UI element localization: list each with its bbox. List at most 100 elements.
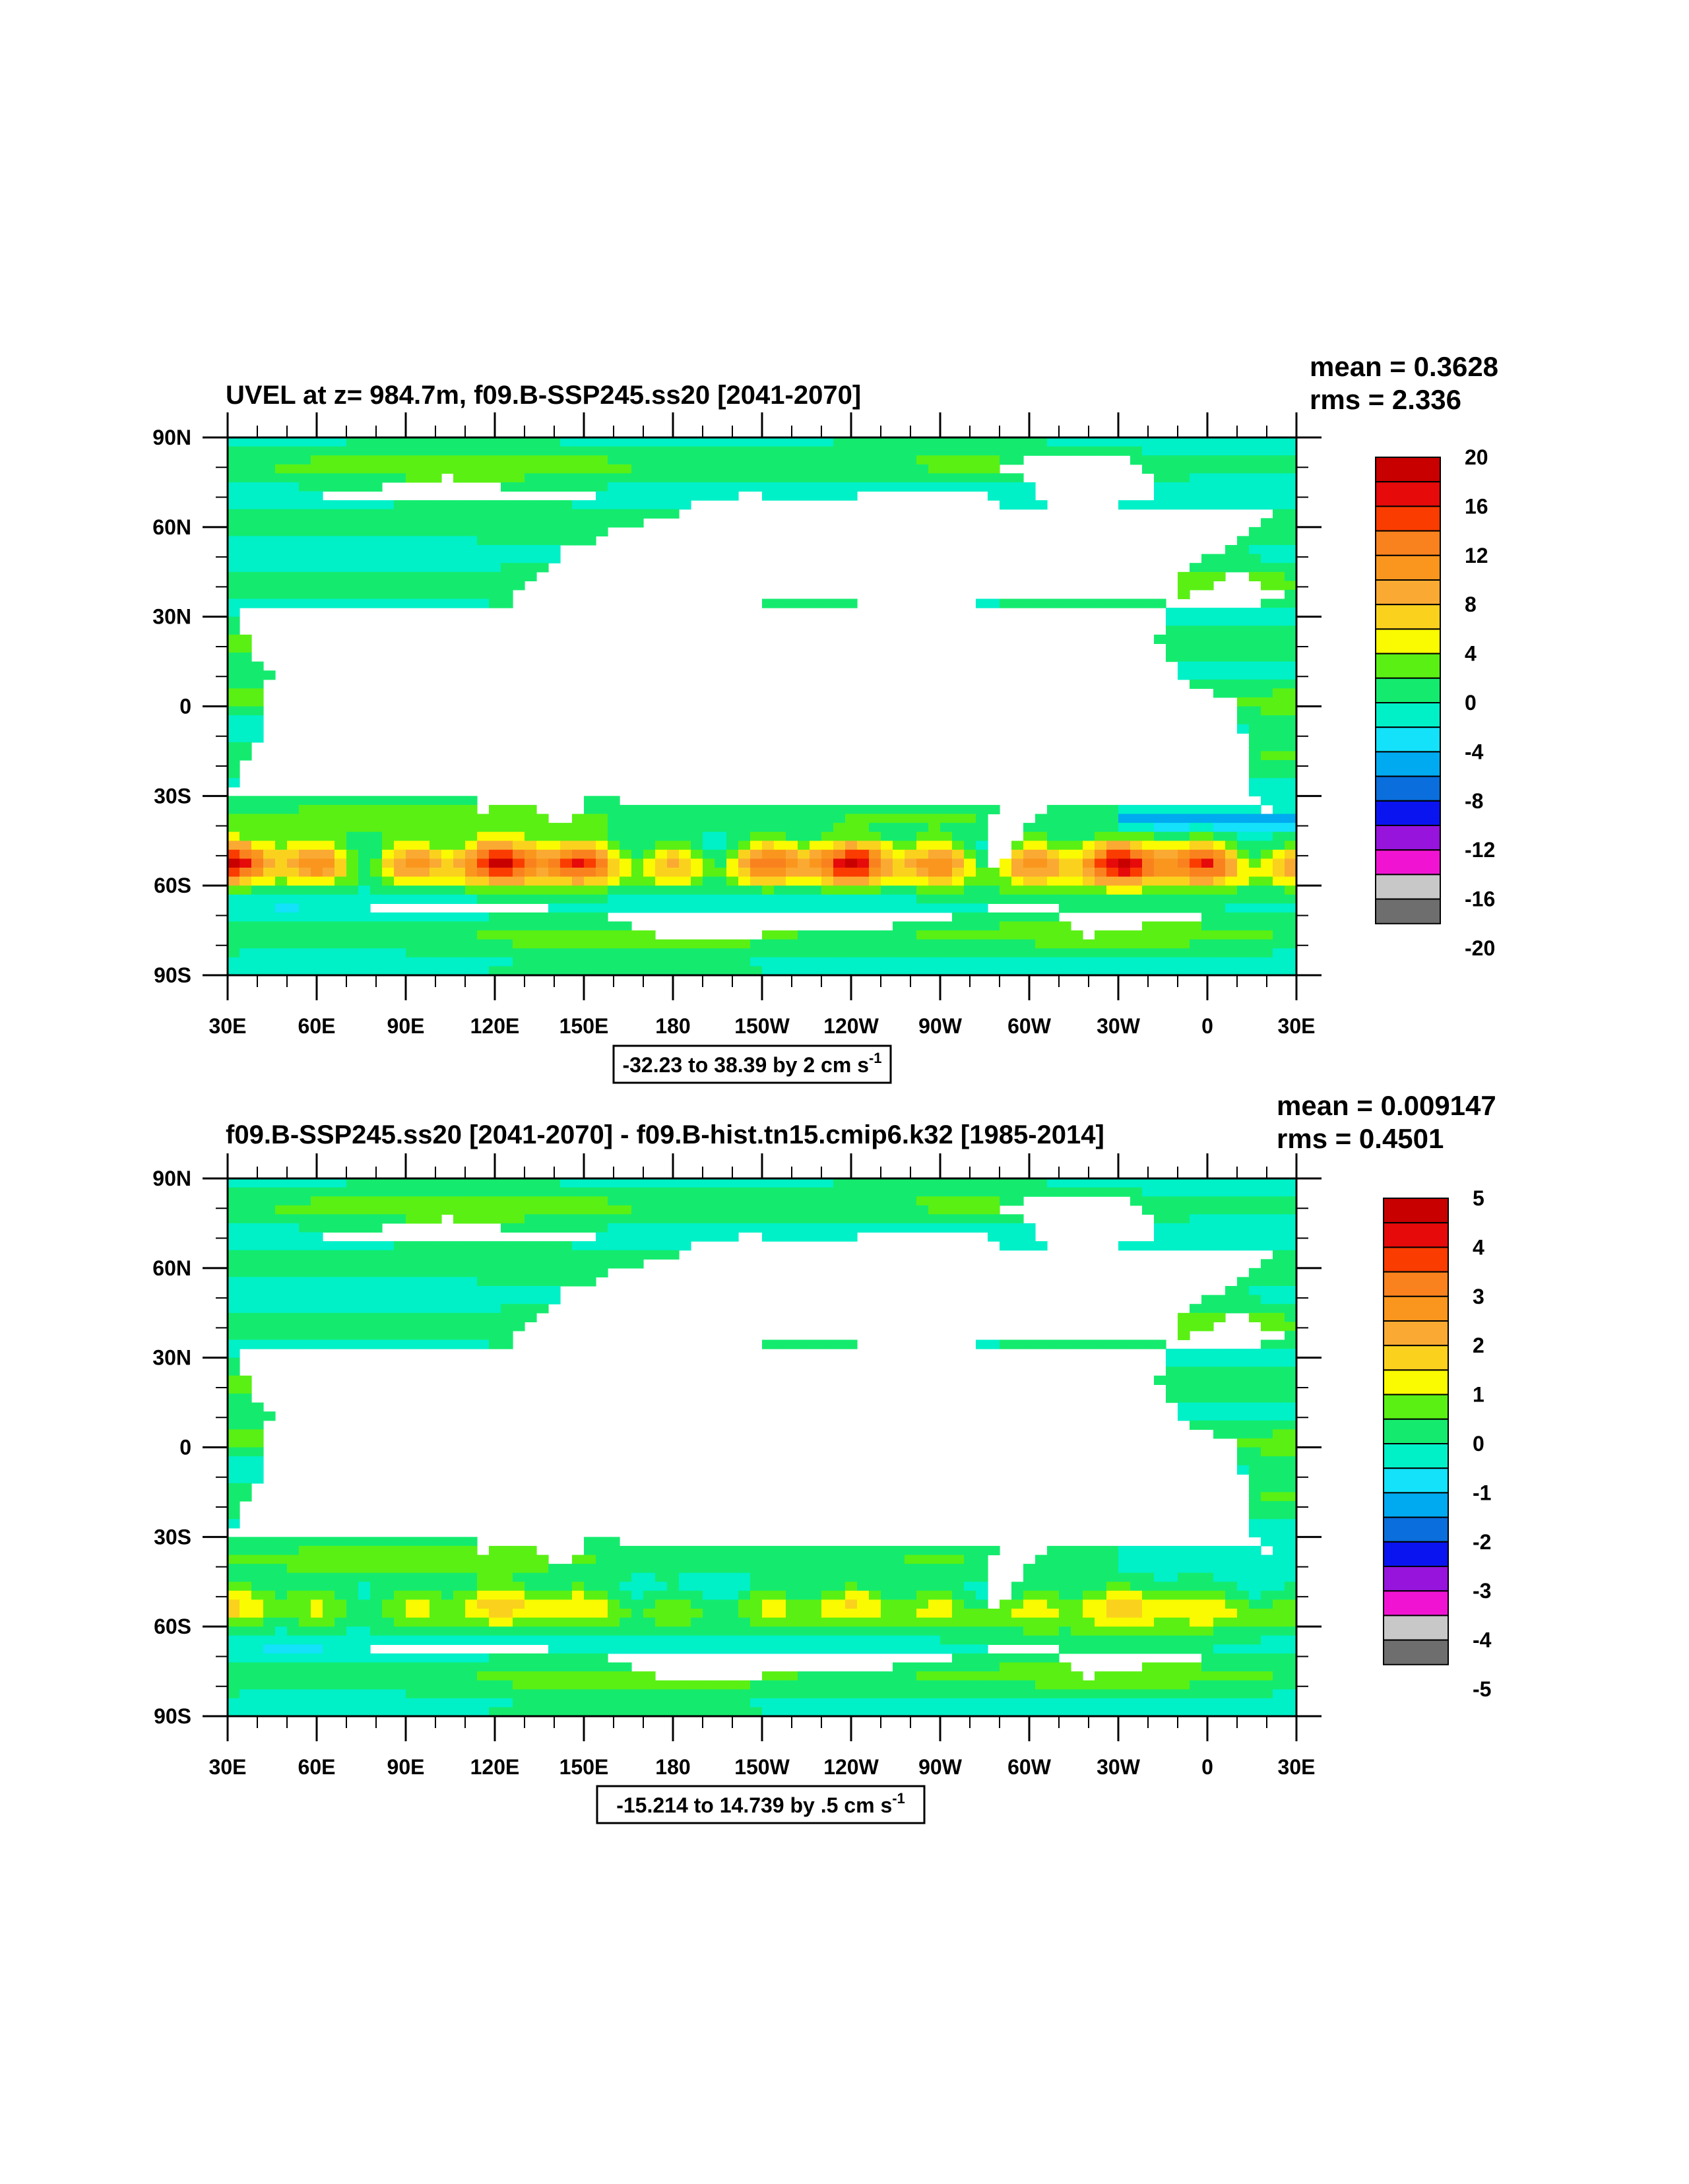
field-cell bbox=[1225, 1394, 1238, 1403]
field-cell bbox=[1142, 1609, 1155, 1619]
field-cell bbox=[940, 1582, 953, 1591]
field-cell bbox=[857, 1635, 870, 1645]
field-cell bbox=[1273, 921, 1285, 931]
field-cell bbox=[869, 1564, 881, 1574]
field-cell bbox=[572, 1590, 585, 1600]
field-cell bbox=[821, 885, 834, 895]
field-cell bbox=[667, 841, 680, 851]
field-cell bbox=[275, 894, 288, 904]
field-cell bbox=[394, 536, 406, 546]
field-cell bbox=[1071, 966, 1083, 975]
lon-tick-label: 180 bbox=[655, 1014, 690, 1038]
field-cell bbox=[952, 804, 965, 815]
field-cell bbox=[441, 912, 454, 922]
field-cell bbox=[703, 939, 715, 949]
field-cell bbox=[536, 921, 549, 931]
field-cell bbox=[1273, 581, 1285, 591]
field-cell bbox=[1261, 634, 1273, 644]
field-cell bbox=[287, 1339, 300, 1349]
field-cell bbox=[928, 464, 941, 474]
field-cell bbox=[1000, 473, 1012, 483]
field-cell bbox=[228, 1304, 240, 1314]
field-cell bbox=[323, 1241, 335, 1251]
field-cell bbox=[703, 455, 715, 465]
field-cell bbox=[358, 885, 371, 895]
field-cell bbox=[1261, 527, 1273, 536]
field-cell bbox=[1261, 1492, 1273, 1502]
field-cell bbox=[513, 930, 525, 940]
field-cell bbox=[691, 868, 703, 878]
field-cell bbox=[596, 1564, 608, 1574]
field-cell bbox=[465, 500, 478, 510]
field-cell bbox=[952, 849, 965, 859]
lon-tick-label: 60W bbox=[1007, 1014, 1052, 1038]
field-cell bbox=[1190, 491, 1202, 501]
field-cell bbox=[667, 509, 680, 519]
field-cell bbox=[287, 948, 300, 958]
field-cell bbox=[251, 706, 264, 716]
field-cell bbox=[726, 464, 739, 474]
field-cell bbox=[275, 437, 288, 447]
field-cell bbox=[370, 500, 383, 510]
field-cell bbox=[299, 894, 311, 904]
field-cell bbox=[1190, 1564, 1202, 1574]
field-cell bbox=[465, 858, 478, 868]
field-cell bbox=[786, 446, 798, 456]
field-cell bbox=[1213, 446, 1226, 456]
field-cell bbox=[1237, 1447, 1250, 1457]
field-cell bbox=[228, 1545, 240, 1556]
field-cell bbox=[762, 885, 775, 895]
field-cell bbox=[406, 1582, 418, 1591]
field-cell bbox=[916, 473, 929, 483]
field-cell bbox=[299, 1555, 311, 1564]
field-cell bbox=[358, 939, 371, 949]
field-cell bbox=[715, 885, 727, 895]
field-cell bbox=[596, 921, 608, 931]
field-cell bbox=[477, 921, 490, 931]
field-cell bbox=[869, 1214, 881, 1224]
field-cell bbox=[465, 841, 478, 851]
field-cell bbox=[940, 823, 953, 833]
field-cell bbox=[1213, 894, 1226, 904]
field-cell bbox=[881, 858, 893, 868]
field-cell bbox=[845, 1214, 858, 1224]
field-cell bbox=[477, 527, 490, 536]
field-cell bbox=[1047, 939, 1060, 949]
field-cell bbox=[382, 1214, 395, 1224]
field-cell bbox=[1285, 1582, 1296, 1591]
field-cell bbox=[1285, 1527, 1296, 1537]
field-cell bbox=[655, 1555, 668, 1564]
field-cell bbox=[239, 653, 252, 662]
field-cell bbox=[263, 1286, 276, 1296]
field-cell bbox=[1154, 1223, 1166, 1233]
field-cell bbox=[976, 814, 988, 823]
field-cell bbox=[263, 1205, 276, 1215]
field-cell bbox=[608, 966, 620, 975]
field-cell bbox=[239, 814, 252, 823]
field-cell bbox=[536, 957, 549, 967]
field-cell bbox=[358, 1223, 371, 1233]
field-cell bbox=[1154, 464, 1166, 474]
field-cell bbox=[275, 1545, 288, 1556]
field-cell bbox=[667, 437, 680, 447]
field-cell bbox=[406, 455, 418, 465]
field-cell bbox=[786, 1626, 798, 1636]
field-cell bbox=[382, 868, 395, 878]
field-cell bbox=[1261, 1384, 1273, 1394]
field-cell bbox=[525, 455, 537, 465]
field-cell bbox=[453, 966, 466, 975]
field-cell bbox=[1273, 814, 1285, 823]
field-cell bbox=[1154, 446, 1166, 456]
field-cell bbox=[762, 482, 775, 492]
field-cell bbox=[489, 858, 501, 868]
field-cell bbox=[762, 966, 775, 975]
field-cell bbox=[1225, 679, 1238, 689]
field-cell bbox=[869, 1196, 881, 1206]
field-cell bbox=[608, 518, 620, 528]
field-cell bbox=[1178, 1555, 1190, 1564]
field-cell bbox=[608, 814, 620, 823]
field-cell bbox=[821, 823, 834, 833]
field-cell bbox=[560, 1277, 573, 1287]
field-cell bbox=[1190, 876, 1202, 886]
field-cell bbox=[905, 876, 917, 886]
